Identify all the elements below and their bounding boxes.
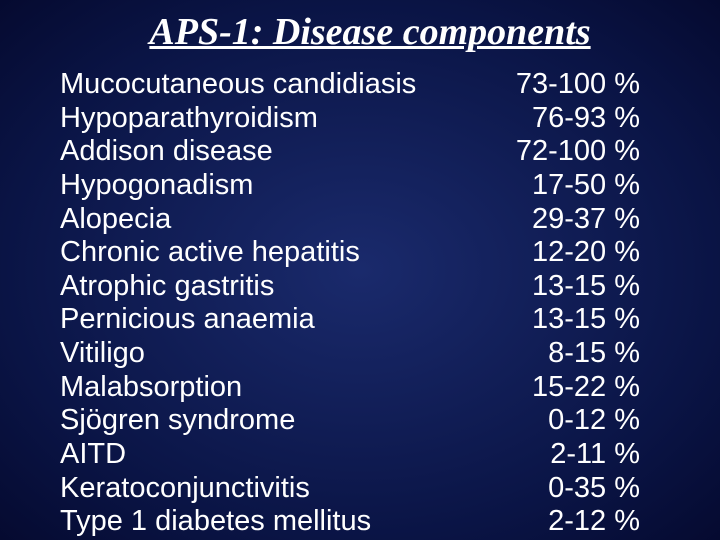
disease-percentage: 72-100 %: [516, 135, 680, 169]
disease-percentage: 29-37 %: [532, 203, 680, 237]
disease-name: AITD: [60, 438, 126, 472]
disease-percentage: 73-100 %: [516, 68, 680, 102]
table-row: Addison disease 72-100 %: [60, 135, 680, 169]
table-row: Hypoparathyroidism 76-93 %: [60, 102, 680, 136]
disease-name: Chronic active hepatitis: [60, 236, 360, 270]
disease-percentage: 15-22 %: [532, 371, 680, 405]
disease-percentage: 12-20 %: [532, 236, 680, 270]
data-table: Mucocutaneous candidiasis73-100 %Hypopar…: [60, 68, 680, 539]
table-row: Sjögren syndrome 0-12 %: [60, 404, 680, 438]
disease-percentage: 2-11 %: [550, 438, 680, 472]
disease-percentage: 8-15 %: [548, 337, 680, 371]
disease-percentage: 76-93 %: [532, 102, 680, 136]
table-row: AITD 2-11 %: [60, 438, 680, 472]
disease-percentage: 13-15 %: [532, 303, 680, 337]
disease-percentage: 0-35 %: [548, 472, 680, 506]
table-row: Atrophic gastritis 13-15 %: [60, 270, 680, 304]
disease-name: Vitiligo: [60, 337, 145, 371]
disease-name: Hypoparathyroidism: [60, 102, 318, 136]
disease-name: Malabsorption: [60, 371, 242, 405]
table-row: Keratoconjunctivitis 0-35 %: [60, 472, 680, 506]
table-row: Hypogonadism 17-50 %: [60, 169, 680, 203]
disease-name: Alopecia: [60, 203, 171, 237]
table-row: Type 1 diabetes mellitus 2-12 %: [60, 505, 680, 539]
disease-name: Sjögren syndrome: [60, 404, 295, 438]
disease-name: Type 1 diabetes mellitus: [60, 505, 371, 539]
table-row: Vitiligo 8-15 %: [60, 337, 680, 371]
disease-name: Keratoconjunctivitis: [60, 472, 310, 506]
disease-percentage: 2-12 %: [548, 505, 680, 539]
table-row: Malabsorption 15-22 %: [60, 371, 680, 405]
disease-name: Atrophic gastritis: [60, 270, 274, 304]
disease-name: Hypogonadism: [60, 169, 253, 203]
table-row: Pernicious anaemia 13-15 %: [60, 303, 680, 337]
disease-percentage: 17-50 %: [532, 169, 680, 203]
table-row: Mucocutaneous candidiasis 73-100 %: [60, 68, 680, 102]
table-row: Chronic active hepatitis 12-20 %: [60, 236, 680, 270]
disease-name: Addison disease: [60, 135, 273, 169]
disease-percentage: 13-15 %: [532, 270, 680, 304]
disease-name: Mucocutaneous candidiasis: [60, 68, 416, 102]
table-row: Alopecia 29-37 %: [60, 203, 680, 237]
slide-title: APS-1: Disease components: [60, 10, 680, 54]
slide: APS-1: Disease components Mucocutaneous …: [0, 0, 720, 540]
disease-name: Pernicious anaemia: [60, 303, 315, 337]
disease-percentage: 0-12 %: [548, 404, 680, 438]
